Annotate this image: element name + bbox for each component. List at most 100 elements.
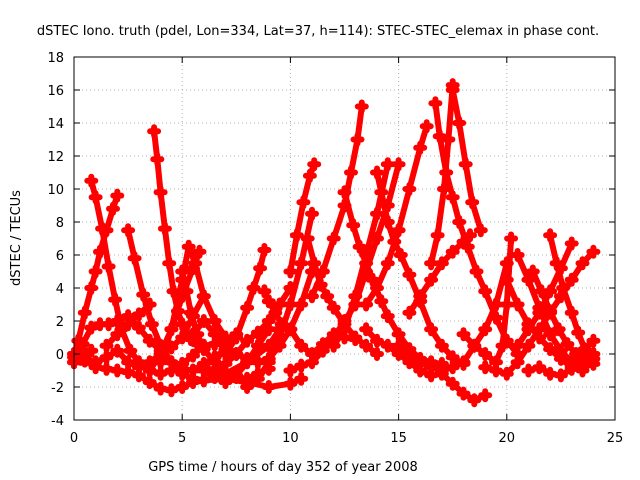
data-point — [346, 218, 361, 233]
data-point — [374, 294, 389, 309]
data-point — [261, 338, 276, 353]
data-point — [121, 223, 136, 238]
data-series-16 — [196, 281, 298, 378]
data-point — [337, 322, 352, 337]
data-point — [196, 314, 211, 328]
data-point — [380, 309, 395, 324]
data-point — [532, 330, 547, 345]
data-point — [207, 314, 222, 328]
data-point — [430, 228, 445, 243]
data-point — [348, 289, 363, 304]
data-point — [110, 314, 125, 328]
data-point — [144, 317, 159, 332]
data-point — [456, 386, 471, 401]
y-tick-label: 4 — [56, 282, 64, 297]
data-point — [77, 305, 92, 320]
data-point — [283, 322, 298, 337]
data-point — [166, 284, 181, 299]
data-point — [452, 215, 467, 229]
data-point — [543, 327, 558, 342]
data-point — [272, 297, 287, 312]
data-series-32 — [402, 228, 477, 320]
data-point — [88, 264, 103, 279]
data-point — [186, 348, 200, 363]
data-point — [283, 363, 298, 378]
data-point — [359, 338, 374, 353]
data-point — [467, 338, 482, 353]
data-point — [391, 327, 406, 342]
data-point — [268, 305, 283, 320]
data-point — [315, 264, 330, 279]
data-series-39 — [510, 236, 579, 353]
data-point — [186, 261, 200, 276]
data-point — [294, 371, 309, 386]
data-point — [110, 363, 125, 378]
data-point — [510, 297, 525, 312]
x-tick-label: 20 — [499, 431, 516, 446]
data-point — [445, 376, 460, 391]
data-point — [419, 119, 434, 134]
data-point — [294, 256, 309, 271]
data-point — [499, 272, 514, 287]
data-point — [510, 355, 525, 370]
data-point — [350, 132, 365, 147]
data-point — [142, 333, 157, 348]
data-point — [553, 368, 568, 383]
data-point — [359, 322, 374, 337]
data-point — [95, 221, 110, 236]
data-point — [424, 272, 439, 287]
data-point — [456, 355, 471, 370]
data-series-7 — [99, 297, 157, 353]
data-point — [305, 289, 319, 304]
data-point — [575, 256, 590, 271]
data-point — [77, 353, 92, 368]
data-point — [571, 325, 586, 340]
data-point — [564, 361, 579, 376]
data-point — [413, 355, 428, 370]
data-point — [391, 223, 406, 238]
data-point — [553, 261, 568, 276]
data-series-38 — [543, 228, 601, 357]
data-point — [577, 342, 592, 357]
data-point — [402, 182, 417, 196]
data-point — [424, 256, 439, 271]
data-point — [456, 327, 471, 342]
data-point — [556, 281, 571, 295]
data-point — [136, 287, 151, 302]
data-point — [391, 157, 406, 172]
data-point — [257, 243, 272, 257]
data-point — [543, 284, 558, 299]
data-point — [162, 256, 177, 271]
data-point — [320, 289, 335, 304]
axis-ticks: 0 5 10 15 20 25 -4 -2 0 2 4 6 8 10 12 14 16 18 — [47, 51, 623, 446]
data-point — [99, 350, 114, 365]
data-point — [153, 381, 168, 396]
data-point — [326, 338, 341, 353]
data-point — [445, 190, 460, 205]
data-point — [370, 231, 384, 246]
data-point — [586, 347, 601, 361]
data-series-15 — [218, 243, 272, 361]
x-tick-label: 25 — [607, 431, 624, 446]
data-point — [521, 272, 536, 287]
data-point — [365, 272, 380, 287]
data-point — [307, 256, 322, 271]
data-point — [510, 338, 525, 353]
data-point — [181, 239, 196, 254]
data-point — [525, 264, 540, 279]
data-point — [445, 83, 460, 97]
data-point — [175, 264, 190, 279]
data-point — [147, 124, 162, 139]
data-point — [101, 317, 116, 332]
plot-frame — [73, 56, 616, 421]
data-point — [240, 333, 255, 348]
data-point — [123, 343, 138, 358]
data-point — [164, 355, 179, 370]
data-point — [164, 322, 179, 337]
data-series-19 — [283, 157, 322, 279]
data-point — [108, 292, 123, 307]
data-series-27 — [359, 119, 434, 312]
data-point — [478, 360, 493, 375]
y-tick-label: 2 — [56, 315, 64, 330]
